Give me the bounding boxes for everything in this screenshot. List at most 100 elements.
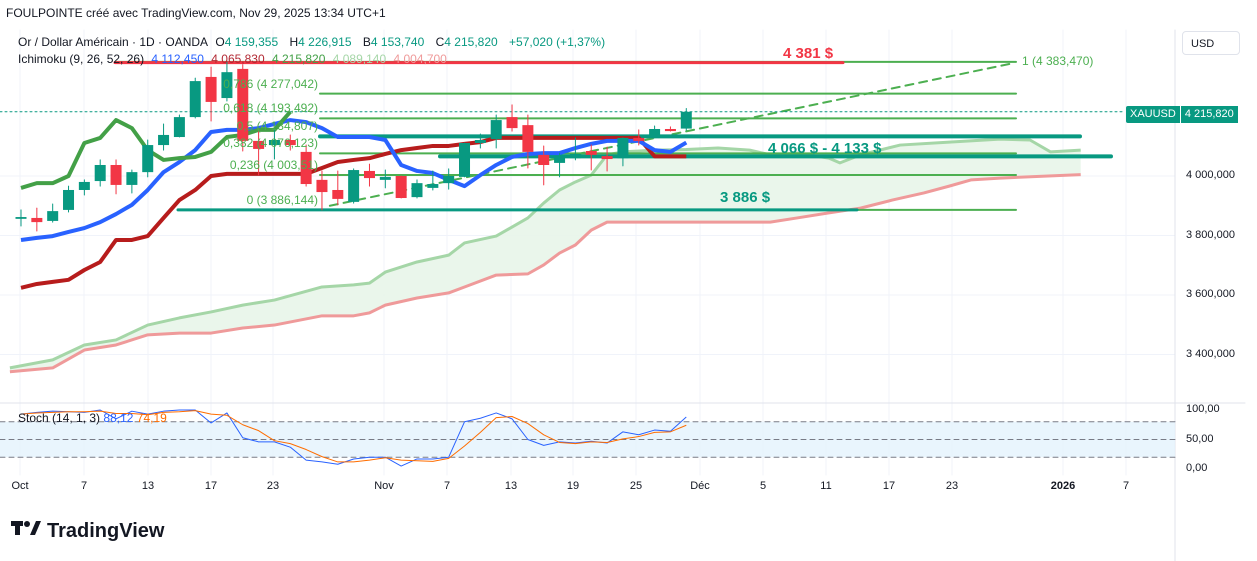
x-tick-label: 2026: [1050, 480, 1076, 492]
x-tick-label: 13: [141, 480, 155, 492]
candle-up: [126, 172, 138, 185]
candle-down: [506, 117, 518, 129]
y-tick-label: 4 000,000: [1186, 169, 1235, 181]
grid: [0, 29, 1246, 561]
x-tick-label: 13: [504, 480, 518, 492]
close-value: 4 215,820: [444, 35, 498, 49]
tenkan-value: 4 112,450: [151, 52, 204, 66]
candle-down: [601, 156, 613, 160]
x-tick-label: 17: [882, 480, 896, 492]
ichimoku-legend[interactable]: Ichimoku (9, 26, 52, 26) 4 112,450 4 065…: [18, 52, 451, 66]
candle-down: [300, 151, 312, 185]
zone-annotation[interactable]: 4 066 $ - 4 133 $: [768, 140, 882, 157]
y-tick-label: 3 600,000: [1186, 288, 1235, 300]
x-tick-label: 7: [1122, 480, 1130, 492]
candle-down: [110, 164, 122, 185]
fib-level-label: 1 (4 383,470): [1022, 53, 1094, 68]
y-tick-label: 3 400,000: [1186, 347, 1235, 360]
resistance-annotation[interactable]: 4 381 $: [783, 45, 834, 62]
candle-up: [15, 217, 27, 219]
candle-up: [680, 111, 692, 129]
tradingview-logo-icon: [11, 519, 41, 543]
candle-down: [633, 137, 645, 141]
tradingview-logo[interactable]: TradingView: [11, 519, 164, 543]
candle-down: [237, 68, 249, 141]
low-value: 4 153,740: [370, 35, 425, 49]
candle-up: [443, 176, 455, 184]
candle-up: [569, 153, 581, 159]
tradingview-logo-text: TradingView: [47, 519, 165, 542]
x-tick-label: Nov: [374, 480, 394, 492]
candle-up: [78, 181, 90, 190]
candle-up: [63, 189, 75, 210]
candles: [15, 61, 692, 232]
high-label: H: [289, 35, 299, 49]
candle-down: [316, 179, 328, 193]
close-label: C: [435, 35, 445, 49]
x-tick-label: Déc: [690, 480, 710, 492]
support-annotation[interactable]: 3 886 $: [720, 189, 771, 206]
candle-down: [284, 140, 296, 146]
x-tick-label: 7: [443, 480, 451, 492]
x-tick-label: 19: [566, 480, 580, 492]
candle-down: [395, 176, 407, 199]
fibonacci-retracement: [0, 60, 1126, 212]
x-tick-label: 23: [945, 480, 959, 492]
fib-level-label: 0,236 (4 003,51): [229, 157, 318, 172]
y-tick-label: 3 800,000: [1186, 228, 1235, 241]
fib-level-label: 0,382 (4 076,123): [223, 136, 318, 151]
currency-button[interactable]: USD: [1182, 31, 1240, 55]
candle-up: [649, 128, 661, 138]
senkou-b-value: 4 004,700: [393, 52, 447, 66]
chikou-value: 4 215,820: [272, 52, 326, 66]
candle-up: [490, 120, 502, 140]
candle-up: [142, 145, 154, 173]
candle-down: [363, 170, 375, 179]
change-value: +57,020 (+1,37%): [509, 35, 606, 49]
x-tick-label: 23: [266, 480, 280, 492]
senkou-span-b-line: [9, 173, 1081, 374]
cloud-fill: [9, 139, 1081, 372]
fib-level-label: 0,5 (4 134,807): [236, 118, 318, 133]
stoch-label: Stoch (14, 1, 3): [18, 411, 101, 425]
candle-up: [189, 81, 201, 118]
candle-down: [585, 151, 597, 155]
stochastic-legend[interactable]: Stoch (14, 1, 3) 88,12 74,19: [18, 411, 167, 425]
stoch-y-tick-label: 0,00: [1186, 462, 1208, 474]
candle-down: [332, 189, 344, 199]
candle-down: [205, 76, 217, 102]
fib-level-label: 0,618 (4 193,492): [223, 101, 318, 116]
open-label: O: [215, 35, 225, 49]
stoch-y-tick-label: 100,00: [1186, 403, 1220, 415]
candle-up: [348, 170, 360, 202]
open-value: 4 159,355: [224, 35, 279, 49]
candle-up: [427, 184, 439, 188]
price-tag-value: 4 215,820: [1180, 106, 1238, 123]
stoch-k-line: [20, 409, 687, 467]
stoch-d-value: 74,19: [136, 411, 167, 425]
x-tick-label: 25: [629, 480, 643, 492]
candle-up: [554, 156, 566, 163]
candle-up: [379, 176, 391, 180]
stochastic-pane: [0, 409, 1176, 467]
high-value: 4 226,915: [298, 35, 352, 49]
candle-up: [173, 117, 185, 138]
candle-up: [94, 164, 106, 182]
candle-up: [459, 142, 471, 177]
x-tick-label: Oct: [11, 480, 29, 492]
low-label: B: [362, 35, 371, 49]
candle-up: [47, 211, 59, 221]
price-tag-symbol: XAUUSD: [1126, 106, 1180, 123]
candle-up: [221, 72, 233, 99]
candle-up: [158, 134, 170, 146]
ichimoku-label: Ichimoku (9, 26, 52, 26): [18, 52, 145, 66]
candle-down: [253, 140, 265, 149]
symbol-legend: Or / Dollar Américain · 1D · OANDA O4 15…: [18, 35, 609, 49]
candle-down: [31, 217, 43, 223]
candle-down: [522, 125, 534, 152]
candle-up: [411, 183, 423, 198]
candle-up: [268, 140, 280, 146]
candle-up: [474, 140, 486, 143]
chart-header: FOULPOINTE créé avec TradingView.com, No…: [6, 6, 386, 20]
